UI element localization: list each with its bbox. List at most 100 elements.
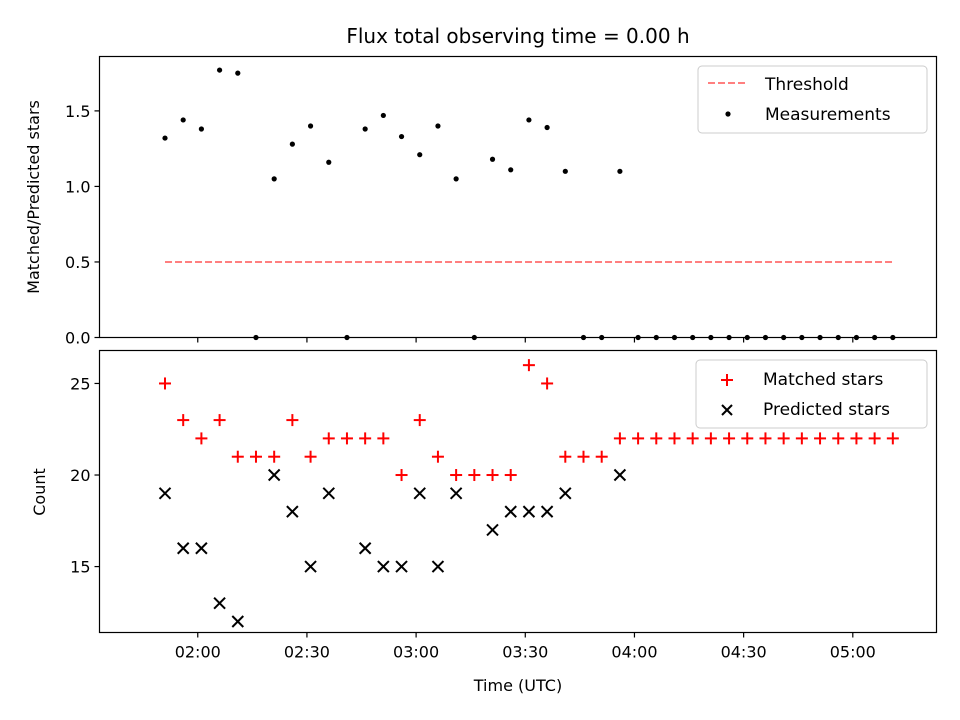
matched-star-point <box>322 432 335 445</box>
top-y-axis-label: Matched/Predicted stars <box>24 100 43 294</box>
measurement-point <box>398 133 405 140</box>
predicted-star-point <box>176 542 190 555</box>
matched-star-point <box>832 432 845 445</box>
predicted-star-point <box>195 542 208 555</box>
top-y-tick-label: 1.0 <box>65 177 90 196</box>
legend-matched-label: Matched stars <box>763 370 883 390</box>
legend-threshold-label: Threshold <box>764 75 849 95</box>
x-axis-label: Time (UTC) <box>473 676 562 695</box>
measurement-point <box>235 70 241 76</box>
measurement-point <box>508 167 514 173</box>
matched-star-point <box>704 432 717 445</box>
chart-title: Flux total observing time = 0.00 h <box>346 24 689 48</box>
measurement-point <box>453 176 459 182</box>
measurement-point <box>417 152 423 158</box>
matched-star-point <box>522 359 535 372</box>
top-axes: 0.0 0.5 1.0 1.5 <box>65 102 854 348</box>
legend-predicted-label: Predicted stars <box>763 400 890 420</box>
measurement-point <box>562 168 568 174</box>
matched-star-point <box>431 450 444 463</box>
predicted-star-point <box>504 505 517 518</box>
count-panel: Count Time (UTC) 15 20 25 02:00 02:30 03:00 03… <box>30 349 938 695</box>
matched-star-point <box>468 469 481 482</box>
matched-star-point <box>286 414 299 427</box>
matched-star-point <box>741 432 754 445</box>
measurement-point <box>216 67 223 73</box>
measurement-point <box>162 135 168 141</box>
matched-star-point <box>359 432 372 445</box>
predicted-star-point <box>449 487 463 500</box>
measurement-point <box>435 123 441 129</box>
x-tick-label: 02:00 <box>175 643 221 662</box>
measurement-point <box>380 112 386 119</box>
matched-star-point <box>759 432 772 445</box>
top-y-tick-label: 0.0 <box>65 329 90 348</box>
matched-star-point <box>613 432 626 445</box>
predicted-star-point <box>158 487 172 500</box>
matched-star-point <box>377 432 390 445</box>
bottom-legend-box <box>695 359 928 429</box>
matched-star-point <box>632 432 645 445</box>
predicted-star-point <box>304 560 317 573</box>
matched-star-point <box>486 469 499 482</box>
measurement-point <box>617 168 623 174</box>
matched-star-point <box>668 432 681 445</box>
predicted-star-point <box>413 487 426 500</box>
matched-star-point <box>577 450 590 463</box>
predicted-star-point <box>431 560 445 573</box>
matched-star-point <box>868 432 881 445</box>
measurement-point <box>526 117 532 123</box>
matched-star-point <box>159 377 172 390</box>
bottom-axes: 15 20 25 02:00 02:30 03:00 03:30 04:00 04:30 05:0… <box>70 374 876 661</box>
predicted-star-point <box>358 542 372 555</box>
matched-star-point <box>195 432 208 445</box>
top-legend: Threshold Measurements <box>697 65 928 134</box>
matched-star-point <box>795 432 808 445</box>
matched-star-point <box>413 414 426 427</box>
predicted-star-point <box>213 596 226 610</box>
matched-star-point <box>777 432 790 445</box>
measurement-point <box>271 176 277 182</box>
bottom-legend: Matched stars Predicted stars <box>695 359 928 429</box>
ratio-panel: Flux total observing time = 0.00 h Match… <box>24 24 938 348</box>
matched-star-point <box>304 450 317 463</box>
predicted-star-point <box>267 468 281 482</box>
bottom-y-tick-label: 25 <box>70 374 90 393</box>
matched-star-point <box>249 450 262 463</box>
x-tick-label: 04:00 <box>611 643 657 662</box>
predicted-star-point <box>286 505 299 518</box>
measurement-point <box>362 126 368 132</box>
x-tick-label: 05:00 <box>830 643 876 662</box>
measurement-point <box>326 159 332 165</box>
measurement-point <box>307 123 314 129</box>
measurement-point <box>489 156 496 162</box>
measurement-point <box>198 126 204 132</box>
bottom-axes-frame <box>98 349 938 634</box>
legend-matched-swatch <box>721 374 733 386</box>
matched-star-point <box>268 450 281 463</box>
matched-star-point <box>850 432 863 445</box>
matched-star-point <box>723 432 736 445</box>
matched-star-point <box>686 432 699 445</box>
bottom-y-axis-label: Count <box>30 468 49 516</box>
matched-star-point <box>650 432 663 445</box>
measurement-point <box>180 117 186 123</box>
matched-star-point <box>504 469 517 482</box>
top-legend-box <box>697 65 928 134</box>
predicted-star-point <box>559 487 572 500</box>
matched-star-point <box>395 469 408 482</box>
measurement-point <box>289 141 295 147</box>
x-tick-label: 03:30 <box>502 643 548 662</box>
x-tick-label: 03:00 <box>393 643 439 662</box>
bottom-plot-marks <box>158 359 899 628</box>
predicted-star-point <box>486 523 499 537</box>
matched-star-point <box>213 414 226 427</box>
legend-predicted-swatch <box>721 404 733 416</box>
matched-star-point <box>541 377 554 390</box>
matched-star-point <box>886 432 899 445</box>
matched-star-point <box>450 469 463 482</box>
top-y-tick-label: 1.5 <box>65 102 90 121</box>
top-y-tick-label: 0.5 <box>65 253 90 272</box>
matched-star-point <box>559 450 572 463</box>
